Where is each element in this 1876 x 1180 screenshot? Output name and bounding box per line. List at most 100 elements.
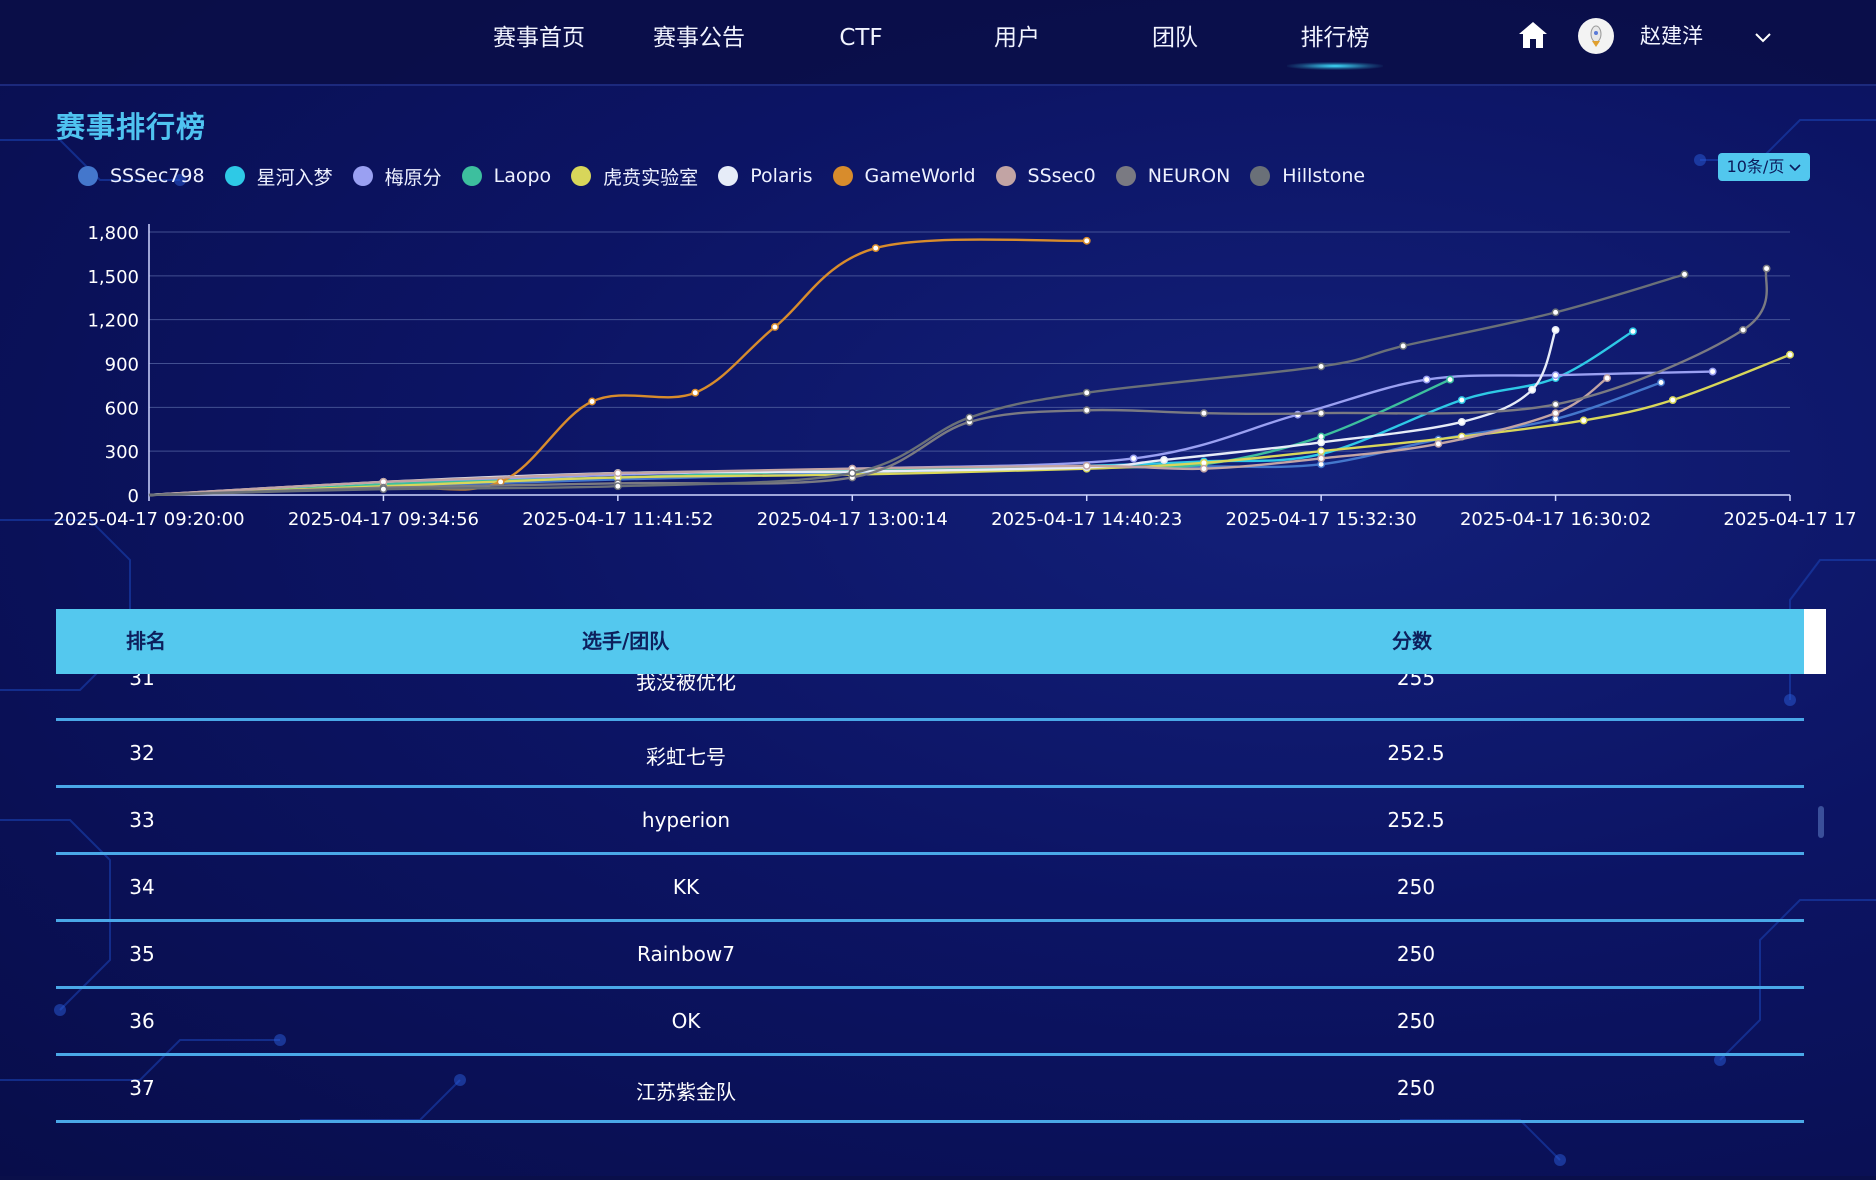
data-point bbox=[1082, 388, 1091, 397]
cell-score: 250 bbox=[1396, 1009, 1436, 1033]
legend-item[interactable]: 虎贲实验室 bbox=[571, 163, 698, 190]
user-name[interactable]: 赵建洋 bbox=[1640, 24, 1703, 48]
legend-item[interactable]: Polaris bbox=[718, 165, 813, 187]
legend-label: GameWorld bbox=[864, 165, 976, 187]
table-row[interactable]: 35 Rainbow7 250 bbox=[56, 922, 1804, 989]
data-point bbox=[1457, 396, 1466, 404]
data-point bbox=[1317, 447, 1326, 456]
page-title: 赛事排行榜 bbox=[56, 110, 207, 144]
series-line bbox=[148, 378, 1451, 497]
y-tick-label: 1,200 bbox=[87, 311, 139, 332]
cell-rank: 37 bbox=[129, 1076, 155, 1100]
legend-item[interactable]: SSSec798 bbox=[78, 165, 205, 187]
nav-home[interactable]: 赛事首页 bbox=[493, 25, 585, 51]
nav-scoreboard[interactable]: 排行榜 bbox=[1280, 18, 1390, 58]
nav-ctf[interactable]: CTF bbox=[839, 25, 883, 51]
cell-rank: 34 bbox=[129, 875, 155, 899]
x-tick-label: 2025-04-17 16:30:02 bbox=[1460, 509, 1651, 530]
header-rank: 排名 bbox=[126, 629, 166, 653]
cell-team: KK bbox=[672, 875, 700, 899]
page-size-label: 10条/页 bbox=[1726, 157, 1785, 176]
x-tick-label: 2025-04-17 09:20:00 bbox=[53, 509, 244, 530]
table-row[interactable]: 31 我没被优化 255 bbox=[56, 674, 1804, 721]
data-point bbox=[1668, 396, 1677, 404]
data-point bbox=[613, 482, 622, 491]
legend-item[interactable]: NEURON bbox=[1115, 165, 1231, 187]
cell-rank: 31 bbox=[129, 674, 155, 690]
legend-item[interactable]: 星河入梦 bbox=[224, 163, 333, 190]
data-point bbox=[1317, 454, 1326, 463]
data-point bbox=[379, 485, 388, 494]
avatar[interactable] bbox=[1578, 18, 1614, 54]
x-tick-label: 2025-04-17 11:41:52 bbox=[522, 509, 713, 530]
y-tick-label: 600 bbox=[105, 398, 139, 419]
cell-rank: 33 bbox=[129, 808, 155, 832]
data-point bbox=[1628, 327, 1637, 336]
legend-label: 星河入梦 bbox=[256, 166, 333, 189]
table-row[interactable]: 36 OK 250 bbox=[56, 989, 1804, 1056]
table-row[interactable]: 34 KK 250 bbox=[56, 855, 1804, 922]
legend-dot bbox=[461, 166, 482, 186]
cell-team: 彩虹七号 bbox=[646, 745, 726, 769]
data-point bbox=[1317, 409, 1326, 418]
table-row[interactable]: 33 hyperion 252.5 bbox=[56, 788, 1804, 855]
legend-label: NEURON bbox=[1147, 165, 1231, 187]
legend-dot bbox=[995, 166, 1016, 186]
data-point bbox=[1551, 400, 1560, 409]
legend-dot bbox=[571, 166, 592, 186]
data-point bbox=[691, 388, 700, 397]
cell-rank: 32 bbox=[129, 741, 155, 765]
home-icon[interactable] bbox=[1516, 18, 1550, 52]
data-point bbox=[1446, 375, 1455, 384]
data-point bbox=[1551, 325, 1560, 334]
legend-item[interactable]: Hillstone bbox=[1250, 165, 1365, 187]
y-tick-label: 900 bbox=[105, 355, 139, 376]
data-point bbox=[1422, 375, 1431, 384]
cell-team: Rainbow7 bbox=[637, 942, 735, 966]
data-point bbox=[1680, 270, 1689, 279]
y-tick-label: 0 bbox=[128, 486, 139, 507]
x-tick-label: 2025-04-17 09:34:56 bbox=[288, 509, 479, 530]
legend-item[interactable]: GameWorld bbox=[832, 165, 976, 187]
cell-score: 250 bbox=[1396, 942, 1436, 966]
x-tick-label: 2025-04-17 17 bbox=[1723, 509, 1856, 530]
nav-teams[interactable]: 团队 bbox=[1152, 25, 1198, 51]
table-row[interactable]: 32 彩虹七号 252.5 bbox=[56, 721, 1804, 788]
cell-score: 250 bbox=[1396, 875, 1436, 899]
chevron-down-icon[interactable] bbox=[1752, 26, 1774, 48]
scrollbar-thumb[interactable] bbox=[1818, 806, 1824, 838]
data-point bbox=[1082, 461, 1091, 470]
data-point bbox=[848, 469, 857, 478]
table-row[interactable]: 37 江苏紫金队 250 bbox=[56, 1056, 1804, 1123]
score-trend-chart: 0 300 600 900 1,200 1,500 1,800 2025-04-17 09:2… bbox=[53, 223, 1856, 530]
legend-label: Laopo bbox=[493, 165, 552, 187]
cell-team: 江苏紫金队 bbox=[636, 1080, 736, 1104]
legend-dot bbox=[224, 166, 245, 186]
nav-announcements[interactable]: 赛事公告 bbox=[653, 25, 745, 51]
data-point bbox=[965, 413, 974, 422]
legend-item[interactable]: Laopo bbox=[461, 165, 552, 187]
legend-label: Polaris bbox=[750, 165, 813, 187]
data-point bbox=[1399, 342, 1408, 350]
cell-rank: 35 bbox=[129, 942, 155, 966]
legend-item[interactable]: 梅原分 bbox=[352, 163, 442, 190]
data-point bbox=[1739, 325, 1748, 334]
series-line bbox=[148, 370, 1713, 497]
legend-label: SSsec0 bbox=[1027, 165, 1096, 187]
y-tick-label: 300 bbox=[105, 442, 139, 463]
chart-legend: SSSec798 星河入梦 梅原分 Laopo 虎贲实验室 Polaris GameWorl… bbox=[78, 162, 1385, 190]
x-tick-label: 2025-04-17 13:00:14 bbox=[757, 509, 948, 530]
series-line bbox=[148, 377, 1608, 497]
data-point bbox=[1551, 308, 1560, 317]
data-point bbox=[1082, 406, 1091, 415]
series-line bbox=[148, 268, 1768, 497]
page-size-select[interactable]: 10条/页 bbox=[1718, 153, 1810, 181]
nav-users[interactable]: 用户 bbox=[994, 25, 1040, 51]
data-point bbox=[770, 323, 779, 331]
data-point bbox=[1199, 464, 1208, 473]
legend-dot bbox=[1115, 166, 1136, 186]
table-header: 排名 选手/团队 分数 bbox=[56, 609, 1826, 674]
scoreboard-table-body[interactable]: 31 我没被优化 255 32 彩虹七号 252.5 33 hyperion 252.5 34 KK… bbox=[56, 674, 1804, 1126]
legend-item[interactable]: SSsec0 bbox=[995, 165, 1096, 187]
